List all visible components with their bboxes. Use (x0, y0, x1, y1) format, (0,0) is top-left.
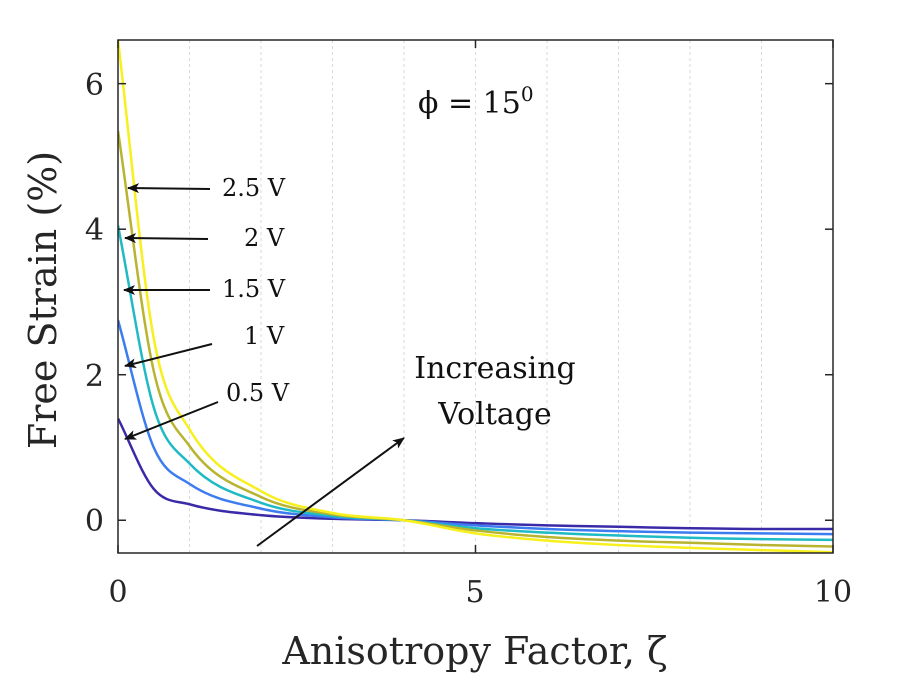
phi-annotation-text: ϕ = 15 (418, 86, 521, 121)
x-tick-label-5: 5 (465, 575, 484, 610)
label-0.5V: 0.5 V (226, 379, 290, 407)
phi-annotation-superscript: 0 (521, 82, 534, 106)
label-1.5V: 1.5 V (222, 275, 286, 303)
y-axis-label: Free Strain (%) (21, 151, 65, 449)
x-tick-label-0: 0 (108, 575, 127, 610)
y-tick-label-2: 2 (85, 359, 104, 394)
increasing-voltage-arrow (256, 437, 405, 547)
arrow-1V (124, 343, 213, 369)
y-tick-label-0: 0 (85, 504, 104, 539)
x-tick-label-10: 10 (814, 575, 852, 610)
y-tick-label-4: 4 (85, 213, 104, 248)
x-axis-label: Anisotropy Factor, ζ (281, 629, 667, 673)
grid-lines (189, 40, 762, 553)
y-tick-label-6: 6 (85, 68, 104, 103)
label-2V: 2 V (244, 224, 285, 252)
arrow-0.5V (124, 401, 219, 440)
label-2.5V: 2.5 V (222, 174, 286, 202)
increasing-label-line1: Increasing (414, 351, 575, 386)
increasing-label-line2: Voltage (437, 397, 551, 432)
arrow-2V (124, 233, 209, 244)
label-1V: 1 V (244, 322, 285, 350)
phi-annotation: ϕ = 150 (418, 82, 534, 121)
axis-ticks (117, 40, 834, 553)
arrow-2.5V (127, 183, 211, 194)
